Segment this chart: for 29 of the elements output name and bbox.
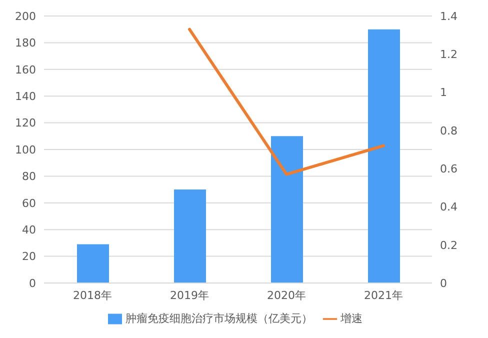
y2-tick-label: 0.4 [440, 200, 458, 214]
x-tick-label: 2019年 [170, 288, 209, 302]
bar [77, 244, 109, 283]
x-tick-label: 2021年 [364, 288, 403, 302]
y2-tick-label: 1.4 [440, 10, 458, 23]
y-tick-label: 180 [15, 36, 36, 50]
legend-label: 增速 [340, 312, 362, 325]
y-tick-label: 80 [22, 170, 36, 184]
y2-tick-label: 0.6 [440, 162, 458, 176]
x-tick-label: 2020年 [267, 288, 306, 302]
y-tick-label: 100 [15, 143, 36, 156]
y-tick-label: 160 [15, 63, 36, 76]
legend-label: 肿瘤免疫细胞治疗市场规模（亿美元） [126, 312, 312, 325]
bar [368, 29, 400, 283]
y-tick-label: 140 [15, 90, 36, 104]
bar [174, 190, 206, 283]
y-tick-label: 60 [22, 196, 36, 210]
y2-tick-label: 1.2 [440, 48, 458, 62]
y2-tick-label: 0.2 [440, 238, 458, 252]
bar [271, 136, 303, 283]
y2-tick-label: 0 [440, 276, 447, 290]
x-tick-label: 2018年 [73, 288, 112, 302]
y-tick-label: 20 [22, 250, 36, 264]
y2-tick-label: 0.8 [440, 124, 458, 138]
y-tick-label: 120 [15, 116, 36, 130]
y-tick-label: 40 [22, 224, 36, 237]
y-tick-label: 0 [29, 276, 36, 290]
y-tick-label: 200 [15, 10, 36, 23]
y2-tick-label: 1 [440, 86, 447, 100]
